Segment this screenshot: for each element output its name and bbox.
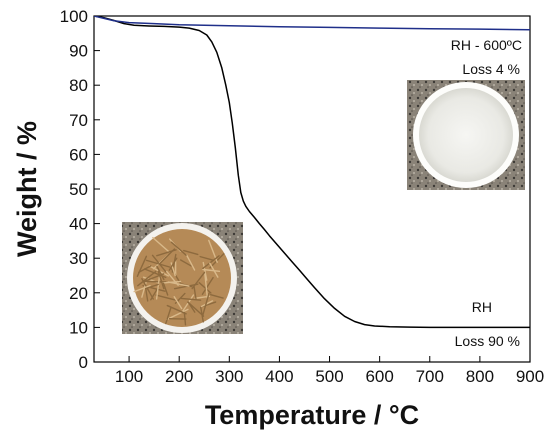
x-tick-label: 500 — [315, 367, 343, 386]
x-tick-label: 100 — [115, 367, 143, 386]
y-tick-label: 40 — [69, 215, 88, 234]
x-tick-label: 200 — [165, 367, 193, 386]
rh600-loss: Loss 4 % — [462, 61, 520, 77]
rh-label: RH — [472, 299, 492, 315]
x-tick-label: 900 — [516, 367, 544, 386]
y-tick-label: 60 — [69, 145, 88, 164]
white-ash-sample-photo — [407, 80, 525, 190]
y-tick-label: 50 — [69, 180, 88, 199]
rh-loss: Loss 90 % — [455, 333, 520, 349]
rh600-label: RH - 600ºC — [451, 37, 522, 53]
y-tick-label: 0 — [79, 353, 88, 372]
axis-ticks: 100 200 300 400 500 600 700 800 900 0 10 20 30 40 50 60… — [60, 7, 545, 386]
series-line-rh — [94, 16, 530, 329]
y-tick-label: 80 — [69, 76, 88, 95]
y-tick-label: 100 — [60, 7, 88, 26]
y-tick-label: 30 — [69, 249, 88, 268]
y-tick-label: 70 — [69, 111, 88, 130]
series-group — [94, 16, 530, 329]
y-tick-label: 90 — [69, 42, 88, 61]
y-axis-title: Weight / % — [12, 121, 42, 257]
x-axis-title: Temperature / °C — [205, 400, 419, 430]
rice-husk-sample-photo — [122, 222, 243, 334]
y-tick-label: 20 — [69, 284, 88, 303]
x-tick-label: 400 — [265, 367, 293, 386]
y-tick-label: 10 — [69, 318, 88, 337]
x-tick-label: 600 — [365, 367, 393, 386]
x-tick-label: 300 — [215, 367, 243, 386]
series-line-rh-600 — [94, 16, 530, 31]
x-tick-label: 700 — [416, 367, 444, 386]
x-tick-label: 800 — [466, 367, 494, 386]
